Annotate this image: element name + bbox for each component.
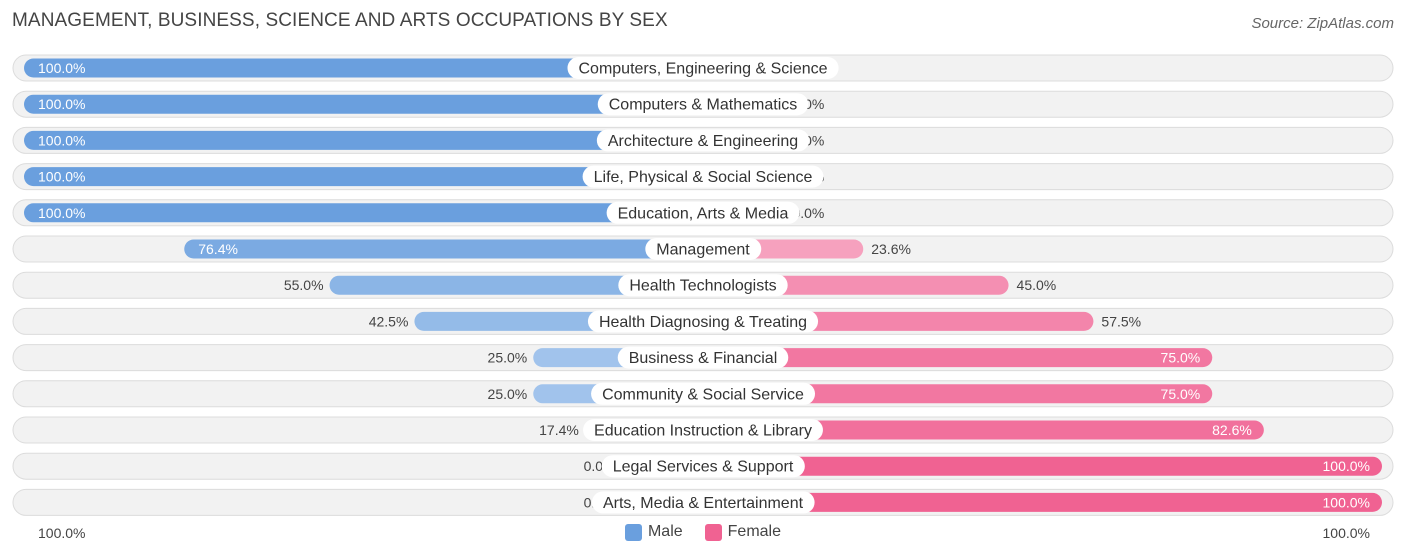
female-value-label: 0.0% (792, 205, 824, 221)
category-label-pill (587, 310, 819, 333)
chart-title: MANAGEMENT, BUSINESS, SCIENCE AND ARTS O… (12, 10, 668, 31)
male-bar (24, 94, 703, 114)
category-label: Life, Physical & Social Science (594, 169, 813, 186)
male-value-label: 100.0% (38, 132, 85, 148)
chart-plot: 100.0% 0.0% Computers, Engineering & Scien… (12, 54, 1394, 516)
category-label: Education Instruction & Library (594, 423, 812, 440)
category-label-pill (591, 382, 816, 405)
legend-item-female: Female (704, 523, 782, 541)
category-label-pill (597, 93, 809, 116)
male-bar (24, 167, 703, 187)
male-value-label: 25.0% (488, 386, 528, 402)
legend-label-male: Male (647, 523, 683, 540)
category-label: Computers & Mathematics (609, 97, 798, 114)
category-label-pill (645, 238, 762, 260)
male-bar (24, 203, 703, 223)
male-bar (24, 130, 703, 150)
female-value-label: 57.5% (1101, 313, 1141, 329)
category-label-pill (596, 129, 810, 152)
male-value-label: 100.0% (38, 169, 85, 185)
category-label: Health Technologists (629, 278, 776, 295)
female-value-label: 100.0% (1323, 458, 1370, 474)
male-bar (24, 58, 703, 78)
category-label: Architecture & Engineering (608, 133, 798, 150)
category-label-pill (582, 165, 824, 188)
category-label: Legal Services & Support (613, 459, 794, 476)
axis-left-label: 100.0% (38, 525, 86, 541)
male-value-label: 76.4% (198, 241, 238, 257)
legend-item-male: Male (624, 523, 683, 541)
axis-right-label: 100.0% (1322, 525, 1370, 541)
female-value-label: 23.6% (871, 241, 911, 257)
female-value-label: 100.0% (1323, 494, 1370, 510)
category-label: Management (656, 242, 750, 259)
category-label-pill (583, 419, 823, 441)
category-label: Business & Financial (629, 350, 778, 367)
male-value-label: 100.0% (38, 60, 85, 76)
male-value-label: 100.0% (38, 205, 85, 221)
legend-swatch-female (704, 523, 722, 541)
female-value-label: 75.0% (1161, 386, 1201, 402)
category-label-pill (567, 57, 839, 79)
category-label: Community & Social Service (602, 386, 804, 403)
legend: Male Female (0, 523, 1406, 541)
male-value-label: 100.0% (38, 96, 85, 112)
female-value-label: 45.0% (1017, 277, 1057, 293)
category-label: Computers, Engineering & Science (578, 61, 827, 78)
male-value-label: 55.0% (284, 277, 324, 293)
legend-label-female: Female (727, 523, 782, 540)
female-value-label: 82.6% (1212, 422, 1252, 438)
category-label: Arts, Media & Entertainment (603, 495, 804, 512)
category-label-pill (606, 201, 800, 224)
female-value-label: 75.0% (1161, 350, 1201, 366)
male-value-label: 42.5% (369, 313, 409, 329)
female-bar (703, 348, 1213, 368)
source-credit: Source: ZipAtlas.com (1251, 15, 1394, 32)
male-value-label: 25.0% (488, 350, 528, 366)
male-value-label: 17.4% (539, 422, 579, 438)
female-bar (703, 384, 1213, 404)
male-bar (329, 275, 703, 295)
category-label-pill (591, 491, 815, 514)
category-label-pill (618, 274, 788, 297)
male-bar (184, 239, 703, 259)
female-bar (703, 492, 1382, 512)
female-bar (703, 456, 1382, 476)
female-bar (703, 420, 1264, 440)
category-label-pill (601, 455, 805, 478)
category-label-pill (617, 346, 789, 369)
legend-swatch-male (624, 523, 642, 541)
category-label: Health Diagnosing & Treating (599, 314, 807, 331)
category-label: Education, Arts & Media (618, 205, 789, 222)
